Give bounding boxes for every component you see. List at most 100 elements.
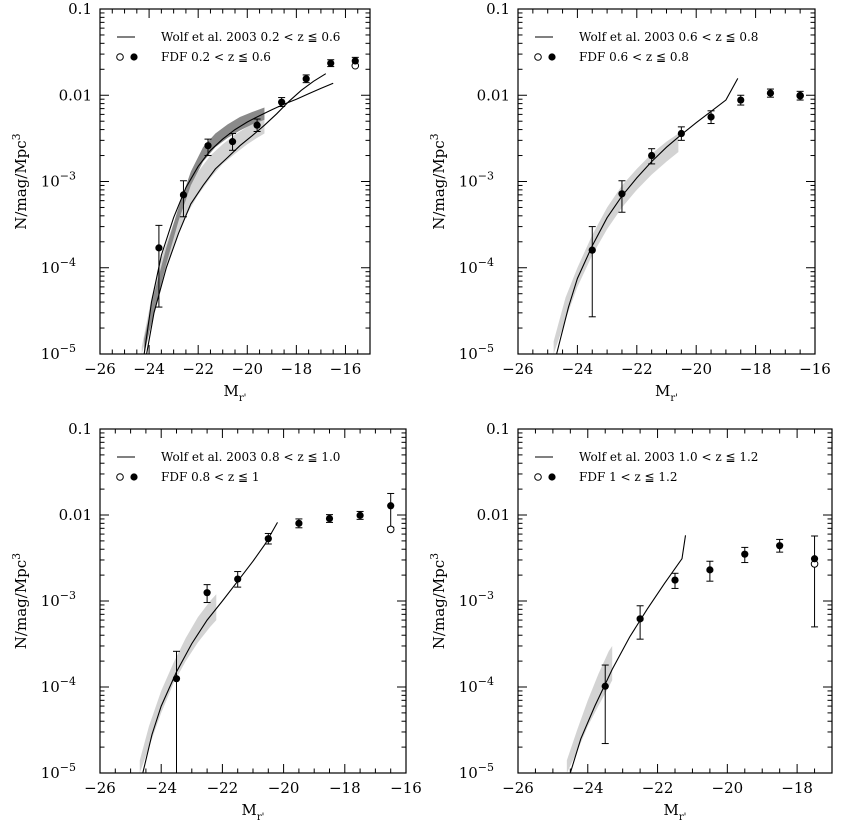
y-tick-label: 0.01 <box>477 506 510 524</box>
legend-label-model: Wolf et al. 2003 0.2 < z ≦ 0.6 <box>161 30 340 44</box>
x-tick-label: −22 <box>642 779 674 797</box>
y-tick-label: 10−3 <box>459 170 494 191</box>
x-tick-label: −26 <box>502 779 534 797</box>
y-tick-label: 10−4 <box>41 256 76 277</box>
legend-filled-marker <box>130 473 138 481</box>
data-point <box>228 138 237 146</box>
x-tick-label: −26 <box>502 360 534 378</box>
data-point <box>796 92 804 100</box>
x-tick-label: −20 <box>268 779 300 797</box>
x-tick-label: −16 <box>330 360 362 378</box>
y-axis-label: N/mag/Mpc3 <box>428 133 448 229</box>
plot-area <box>566 535 819 773</box>
x-tick-label: −18 <box>781 779 813 797</box>
legend-label-fdf: FDF 1 < z ≦ 1.2 <box>579 470 678 484</box>
panel-top-left: −26 −24 −22 −20 −18 −16 10−5 10−4 10−3 0.01 0.1 Mr'… <box>10 0 371 404</box>
data-point <box>636 615 644 623</box>
data-point <box>234 575 242 583</box>
x-tick-label: −18 <box>329 779 361 797</box>
legend-open-marker <box>534 53 542 61</box>
legend-open-marker <box>116 473 124 481</box>
y-tick-label: 10−3 <box>41 589 76 610</box>
y-tick-label: 10−5 <box>459 761 494 782</box>
legend-open-marker <box>534 473 542 481</box>
x-axis-label: Mr' <box>242 801 265 820</box>
x-tick-label: −20 <box>712 779 744 797</box>
y-tick-label: 10−5 <box>459 342 494 363</box>
x-axis-label: Mr' <box>664 801 687 820</box>
data-point <box>766 89 775 97</box>
x-tick-label: −26 <box>84 360 116 378</box>
x-tick-label: −18 <box>281 360 313 378</box>
data-point <box>707 113 715 121</box>
y-tick-label: 10−4 <box>459 256 494 277</box>
uncertainty-band-dark <box>144 107 265 354</box>
x-tick-label: −20 <box>231 360 263 378</box>
x-axis-label: Mr' <box>224 382 247 404</box>
wolf-curve <box>556 78 739 354</box>
legend-label-model: Wolf et al. 2003 0.8 < z ≦ 1.0 <box>161 450 340 464</box>
legend-filled-marker <box>548 53 556 61</box>
y-tick-label: 0.1 <box>486 0 510 18</box>
plot-area <box>139 492 395 773</box>
data-point <box>671 576 679 584</box>
data-point <box>172 675 181 683</box>
data-point <box>741 550 749 558</box>
legend-label-model: Wolf et al. 2003 1.0 < z ≦ 1.2 <box>579 450 758 464</box>
plot-area <box>141 56 360 354</box>
data-point <box>618 190 626 198</box>
data-point <box>648 151 656 160</box>
data-point <box>155 244 163 252</box>
data-point <box>302 75 310 83</box>
x-tick-label: −26 <box>84 779 116 797</box>
legend-open-marker <box>116 53 124 61</box>
data-point <box>264 535 272 543</box>
data-point-open <box>386 525 395 534</box>
y-tick-label: 0.1 <box>68 0 92 18</box>
plot-area <box>553 78 804 354</box>
legend-label-fdf: FDF 0.6 < z ≦ 0.8 <box>579 50 689 64</box>
data-point <box>278 98 286 106</box>
data-point <box>203 589 211 597</box>
x-tick-label: −22 <box>207 779 239 797</box>
x-axis-label: Mr' <box>655 382 678 404</box>
x-tick-label: −24 <box>562 360 594 378</box>
legend-label-model: Wolf et al. 2003 0.6 < z ≦ 0.8 <box>579 30 758 44</box>
data-point <box>588 246 596 254</box>
y-tick-label: 0.01 <box>59 86 92 104</box>
y-tick-label: 10−3 <box>459 589 494 610</box>
y-tick-label: 0.01 <box>477 86 510 104</box>
wolf-curve <box>146 73 327 354</box>
data-point <box>810 555 819 563</box>
legend-label-fdf: FDF 0.8 < z ≦ 1 <box>161 470 260 484</box>
x-tick-label: −16 <box>390 779 422 797</box>
legend-filled-marker <box>548 473 556 481</box>
y-axis-label: N/mag/Mpc3 <box>10 133 30 229</box>
y-tick-label: 10−4 <box>459 675 494 696</box>
x-tick-label: −24 <box>145 779 177 797</box>
data-point <box>737 96 745 104</box>
data-point <box>327 59 335 67</box>
data-point <box>253 121 261 129</box>
x-tick-label: −24 <box>572 779 604 797</box>
x-tick-label: −18 <box>740 360 772 378</box>
data-point <box>204 142 212 150</box>
wolf-curve <box>142 522 278 773</box>
x-tick-label: −16 <box>799 360 831 378</box>
x-tick-label: −24 <box>133 360 165 378</box>
data-point <box>706 566 714 574</box>
panel-top-right: −26 −24 −22 −20 −18 −16 10−5 10−4 10−3 0.01 0.1 Mr'… <box>428 0 831 404</box>
panel-bottom-right: −26 −24 −22 −20 −18 10−5 10−4 10−3 0.01 0.1 Mr' N/m… <box>428 420 833 820</box>
data-point <box>351 57 359 65</box>
x-tick-label: −20 <box>680 360 712 378</box>
legend-filled-marker <box>130 53 138 61</box>
uncertainty-band <box>553 133 679 354</box>
wolf-curve <box>569 535 687 773</box>
data-point <box>776 542 784 550</box>
uncertainty-band <box>139 594 217 773</box>
y-tick-label: 10−4 <box>41 675 76 696</box>
y-tick-label: 10−5 <box>41 342 76 363</box>
legend-label-fdf: FDF 0.2 < z ≦ 0.6 <box>161 50 271 64</box>
data-point <box>295 519 303 527</box>
